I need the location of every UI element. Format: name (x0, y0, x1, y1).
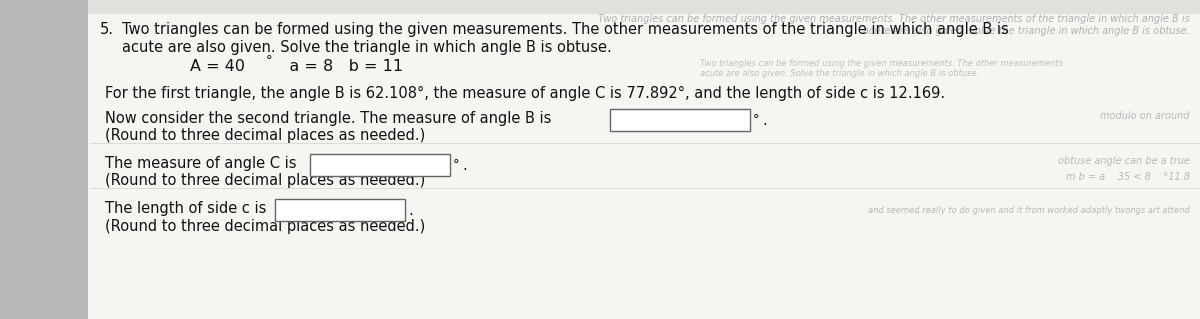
Text: The measure of angle C is: The measure of angle C is (106, 156, 296, 171)
Text: acute are also given. Solve the triangle in which angle B is obtuse.: acute are also given. Solve the triangle… (122, 40, 612, 55)
Text: m b = a    35 < 8    °11.8: m b = a 35 < 8 °11.8 (1066, 172, 1190, 182)
Text: .: . (462, 158, 467, 173)
Text: The length of side c is: The length of side c is (106, 201, 266, 216)
Text: and seemed really to do given and it from worked adaptly twongs art attend: and seemed really to do given and it fro… (869, 206, 1190, 215)
Text: °: ° (266, 54, 272, 67)
Text: Now consider the second triangle. The measure of angle B is: Now consider the second triangle. The me… (106, 111, 551, 126)
Bar (610, 109, 750, 131)
Text: 5.: 5. (100, 22, 114, 37)
Text: (Round to three decimal places as needed.): (Round to three decimal places as needed… (106, 219, 425, 234)
Text: Two triangles can be formed using the given measurements. The other measurements: Two triangles can be formed using the gi… (122, 22, 1009, 37)
Text: °: ° (454, 158, 460, 171)
Text: Two triangles can be formed using the given measurements. The other measurements: Two triangles can be formed using the gi… (700, 59, 1063, 68)
Text: °: ° (754, 113, 760, 126)
Text: A = 40: A = 40 (190, 59, 245, 74)
Text: .: . (762, 113, 767, 128)
Text: obtuse angle can be a true: obtuse angle can be a true (1058, 156, 1190, 166)
Bar (310, 154, 450, 176)
Bar (275, 199, 406, 221)
Text: Two triangles can be formed using the given measurements. The other measurements: Two triangles can be formed using the gi… (599, 14, 1190, 24)
Text: a = 8   b = 11: a = 8 b = 11 (274, 59, 403, 74)
Text: acute are also given. Solve the triangle in which angle B is obtuse.: acute are also given. Solve the triangle… (700, 69, 979, 78)
Text: (Round to three decimal places as needed.): (Round to three decimal places as needed… (106, 128, 425, 143)
Bar (88, 0, 1200, 14)
Text: acute are also given. Solve the triangle in which angle B is obtuse.: acute are also given. Solve the triangle… (863, 26, 1190, 36)
Text: modulo on around: modulo on around (1100, 111, 1190, 121)
Text: (Round to three decimal places as needed.): (Round to three decimal places as needed… (106, 173, 425, 188)
Text: For the first triangle, the angle B is 62.108°, the measure of angle C is 77.892: For the first triangle, the angle B is 6… (106, 86, 946, 101)
Bar (0, 0, 88, 319)
Text: .: . (408, 203, 413, 218)
